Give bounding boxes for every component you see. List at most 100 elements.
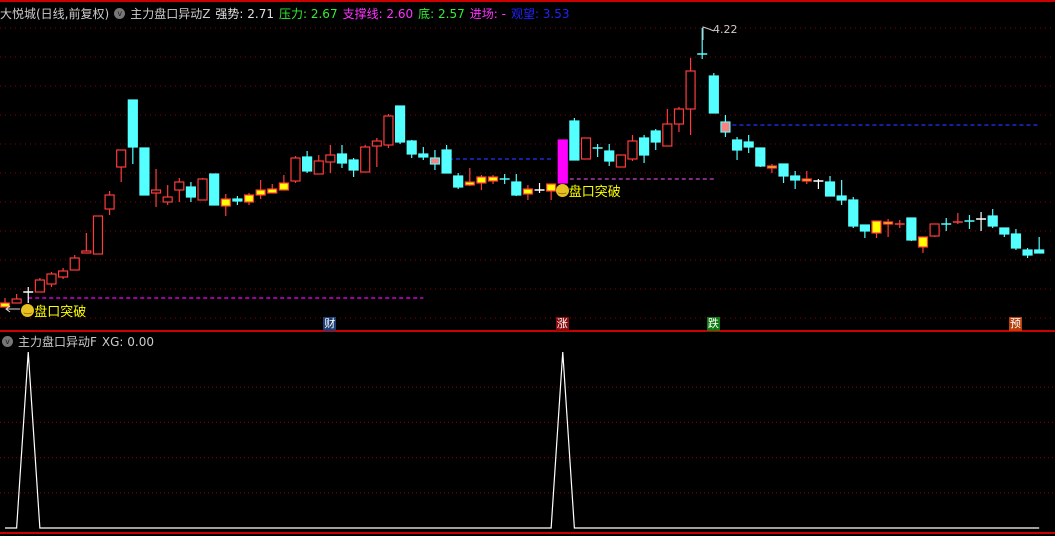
candle-body [0, 302, 11, 308]
candle [162, 185, 173, 205]
event-marker[interactable]: 跌 [706, 317, 720, 331]
candle-body [11, 298, 22, 304]
candle [290, 156, 301, 183]
candle [615, 154, 626, 168]
candle-body [139, 147, 150, 196]
candle-body [197, 178, 208, 201]
indicator-value: 进场: - [469, 6, 506, 21]
candle-body [92, 215, 104, 255]
candle [580, 137, 592, 160]
main-header: 大悦城(日线,前复权) v 主力盘口异动Z 强势: 2.71 压力: 2.67 支撑… [0, 4, 575, 22]
event-marker[interactable]: 涨 [555, 317, 569, 331]
candle [976, 212, 987, 231]
candle-body [406, 140, 417, 155]
candle [220, 194, 231, 216]
breakout-signal: ‿ 盘口突破 [555, 181, 621, 200]
candle [302, 151, 313, 173]
candle-body [290, 157, 301, 182]
sub-indicator-name[interactable]: 主力盘口异动F [18, 335, 97, 349]
candle-body [220, 198, 231, 207]
candle-body [673, 108, 685, 125]
candle [650, 129, 661, 150]
candle [348, 158, 359, 177]
candle [569, 118, 580, 161]
candle-body [336, 153, 348, 164]
candle [778, 163, 789, 183]
candle-body [604, 150, 615, 162]
candle-body [720, 121, 731, 133]
candle-body [34, 279, 45, 293]
candle [0, 298, 11, 308]
candle [255, 180, 266, 199]
event-marker[interactable]: 财 [323, 317, 337, 331]
candle-body [859, 224, 870, 232]
candles [0, 28, 1045, 308]
candle-body [104, 194, 115, 210]
xg-series-line [5, 351, 1040, 529]
candle-body [325, 154, 336, 163]
candle-body [243, 194, 255, 203]
candle-body [255, 189, 266, 196]
chevron-down-icon[interactable]: v [2, 336, 13, 347]
candle [150, 169, 162, 207]
candle [92, 215, 104, 255]
candle [116, 149, 127, 182]
candle [685, 58, 696, 135]
candle-body [906, 217, 917, 241]
high-marker-icon [702, 26, 715, 40]
candle-body [569, 120, 580, 161]
candle [836, 180, 847, 205]
candle-body [511, 181, 522, 196]
candle [453, 173, 464, 189]
candle-body [708, 75, 719, 114]
signal-label: 盘口突破 [34, 305, 87, 320]
candle-body [801, 178, 812, 182]
candle [243, 193, 255, 205]
candle-body [394, 105, 406, 143]
candle-body [476, 176, 487, 184]
candle [313, 155, 324, 175]
candle-body [883, 221, 894, 225]
candle-body [232, 198, 243, 202]
candle-body [999, 227, 1010, 235]
candle [104, 191, 115, 215]
smiley-icon: ‿ [555, 184, 569, 197]
candle [406, 140, 417, 158]
candle-body [360, 146, 371, 173]
candle [522, 185, 534, 200]
indicator-value: 观望: 3.53 [510, 6, 570, 21]
indicator-value: 强势: 2.71 [215, 6, 274, 21]
candle [673, 107, 685, 132]
candle [1022, 248, 1033, 258]
stock-title: 大悦城(日线,前复权) [0, 6, 110, 21]
indicator-value: 压力: 2.67 [279, 6, 338, 21]
candle [546, 183, 557, 200]
candle [743, 135, 754, 153]
candle [824, 176, 836, 197]
candle [197, 178, 208, 201]
indicator-name[interactable]: 主力盘口异动Z [130, 6, 211, 21]
candle [604, 144, 615, 166]
candle [859, 224, 870, 238]
candle [418, 147, 429, 160]
candle-body [580, 137, 592, 160]
candle [941, 218, 952, 231]
candle-body [313, 160, 324, 175]
candle-body [348, 159, 359, 171]
candle [952, 213, 963, 224]
candle [383, 114, 394, 148]
candle-body [685, 70, 696, 110]
candle [23, 287, 34, 303]
candle [360, 145, 371, 173]
candle-body [836, 195, 847, 201]
chevron-down-icon[interactable]: v [114, 7, 126, 19]
event-marker[interactable]: 预 [1008, 317, 1022, 331]
candle [638, 135, 650, 163]
candle-body [778, 163, 789, 177]
candle-body [487, 176, 499, 182]
candle [394, 105, 406, 144]
candle-body [278, 182, 289, 191]
candle-body [57, 270, 69, 278]
candle [755, 147, 766, 167]
